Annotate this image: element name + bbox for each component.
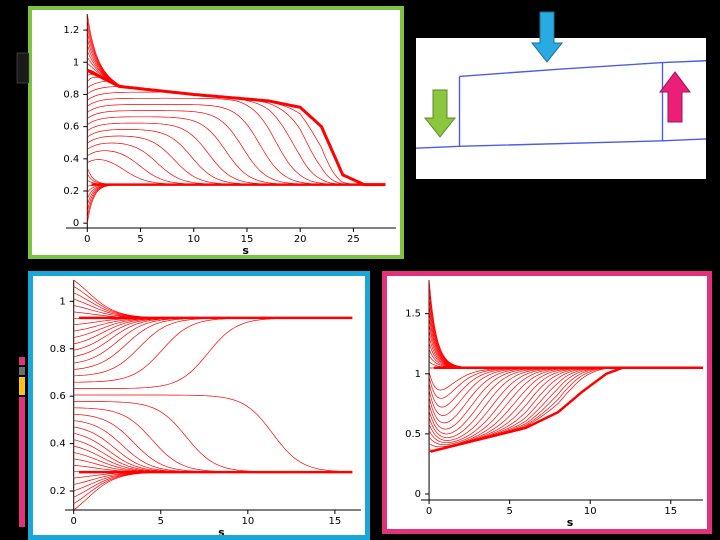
chart-top-left-x-tick-label: 25 xyxy=(347,234,360,245)
chart-bottom-right-x-tick-label: 0 xyxy=(426,506,432,517)
side-bar-yellow xyxy=(19,377,25,395)
chart-bottom-left-x-label: s xyxy=(218,526,225,535)
side-color-bars xyxy=(19,357,25,527)
chart-bottom-left-y-tick-label: 0.6 xyxy=(50,391,66,402)
chart-top-left-y-tick-label: 0.4 xyxy=(63,154,79,165)
chart-bottom-left-x-tick-label: 15 xyxy=(329,516,342,527)
chart-bottom-right-y-tick-label: 0.5 xyxy=(405,429,421,440)
chart-bottom-left-y-tick-label: 0.4 xyxy=(50,439,66,450)
chart-top-left: 0 5 10 15 20 25 0 0.2 0.4 0.6 0.8 1 1.2 s xyxy=(63,13,396,257)
chart-bottom-right-lower-branch xyxy=(430,366,623,453)
hysteresis-chart xyxy=(415,60,707,149)
chart-panel-bottom-left: 0 5 10 15 0.2 0.4 0.6 0.8 1 s xyxy=(28,271,370,540)
chart-top-left-upper-branch xyxy=(86,68,386,187)
chart-bottom-left-x-tick-label: 5 xyxy=(158,516,164,527)
chart-panel-top-left: 0 5 10 15 20 25 0 0.2 0.4 0.6 0.8 1 1.2 s xyxy=(28,6,404,259)
chart-bottom-right-y-tick-label: 1 xyxy=(415,369,421,380)
chart-top-left-y-tick-label: 0.2 xyxy=(63,186,79,197)
chart-top-left-y-tick-label: 1 xyxy=(73,57,79,68)
chart-bottom-right-x-tick-label: 15 xyxy=(664,506,677,517)
chart-top-left-y-tick-label: 0.8 xyxy=(63,89,79,100)
chart-bottom-left-x-tick-label: 0 xyxy=(71,516,77,527)
chart-bottom-right-y-tick-label: 0 xyxy=(415,489,421,500)
chart-bottom-right: 0 5 10 15 0 0.5 1 1.5 s xyxy=(405,279,703,529)
chart-top-left-x-tick-label: 20 xyxy=(294,234,307,245)
chart-bottom-left-y-tick-label: 0.8 xyxy=(50,344,66,355)
hysteresis-upper-branch xyxy=(459,60,707,78)
side-bar-gray xyxy=(19,367,25,375)
chart-bottom-right-x-label: s xyxy=(567,516,574,529)
arrow-up-magenta-icon xyxy=(659,71,691,123)
chart-top-left-x-tick-label: 15 xyxy=(241,234,254,245)
chart-top-left-x-tick-label: 10 xyxy=(187,234,200,245)
chart-top-left-y-tick-label: 1.2 xyxy=(63,25,79,36)
side-bar-magenta-long xyxy=(19,397,25,527)
chart-top-left-x-tick-label: 0 xyxy=(84,234,90,245)
chart-bottom-left: 0 5 10 15 0.2 0.4 0.6 0.8 1 s xyxy=(50,279,361,539)
slide-marker-black xyxy=(16,52,30,84)
chart-bottom-left-y-tick-label: 0.2 xyxy=(50,486,66,497)
chart-top-left-x-label: s xyxy=(242,244,249,255)
chart-panel-bottom-right: 0 5 10 15 0 0.5 1 1.5 s xyxy=(382,271,712,534)
chart-bottom-right-y-tick-label: 1.5 xyxy=(405,309,421,320)
chart-bottom-right-x-tick-label: 5 xyxy=(506,506,512,517)
side-bar-magenta xyxy=(19,357,25,365)
chart-bottom-right-x-tick-label: 10 xyxy=(584,506,597,517)
arrow-down-green-icon xyxy=(423,89,457,138)
chart-bottom-left-y-tick-label: 1 xyxy=(59,296,65,307)
chart-top-left-x-tick-label: 5 xyxy=(137,234,143,245)
chart-top-left-y-tick-label: 0.6 xyxy=(63,122,79,133)
chart-bottom-left-x-tick-label: 10 xyxy=(241,516,254,527)
chart-bottom-left-curve xyxy=(73,394,353,473)
hysteresis-panel xyxy=(415,38,707,179)
arrow-down-blue-icon xyxy=(530,11,564,63)
chart-top-left-y-tick-label: 0 xyxy=(73,218,79,229)
hysteresis-lower-branch xyxy=(415,138,707,149)
